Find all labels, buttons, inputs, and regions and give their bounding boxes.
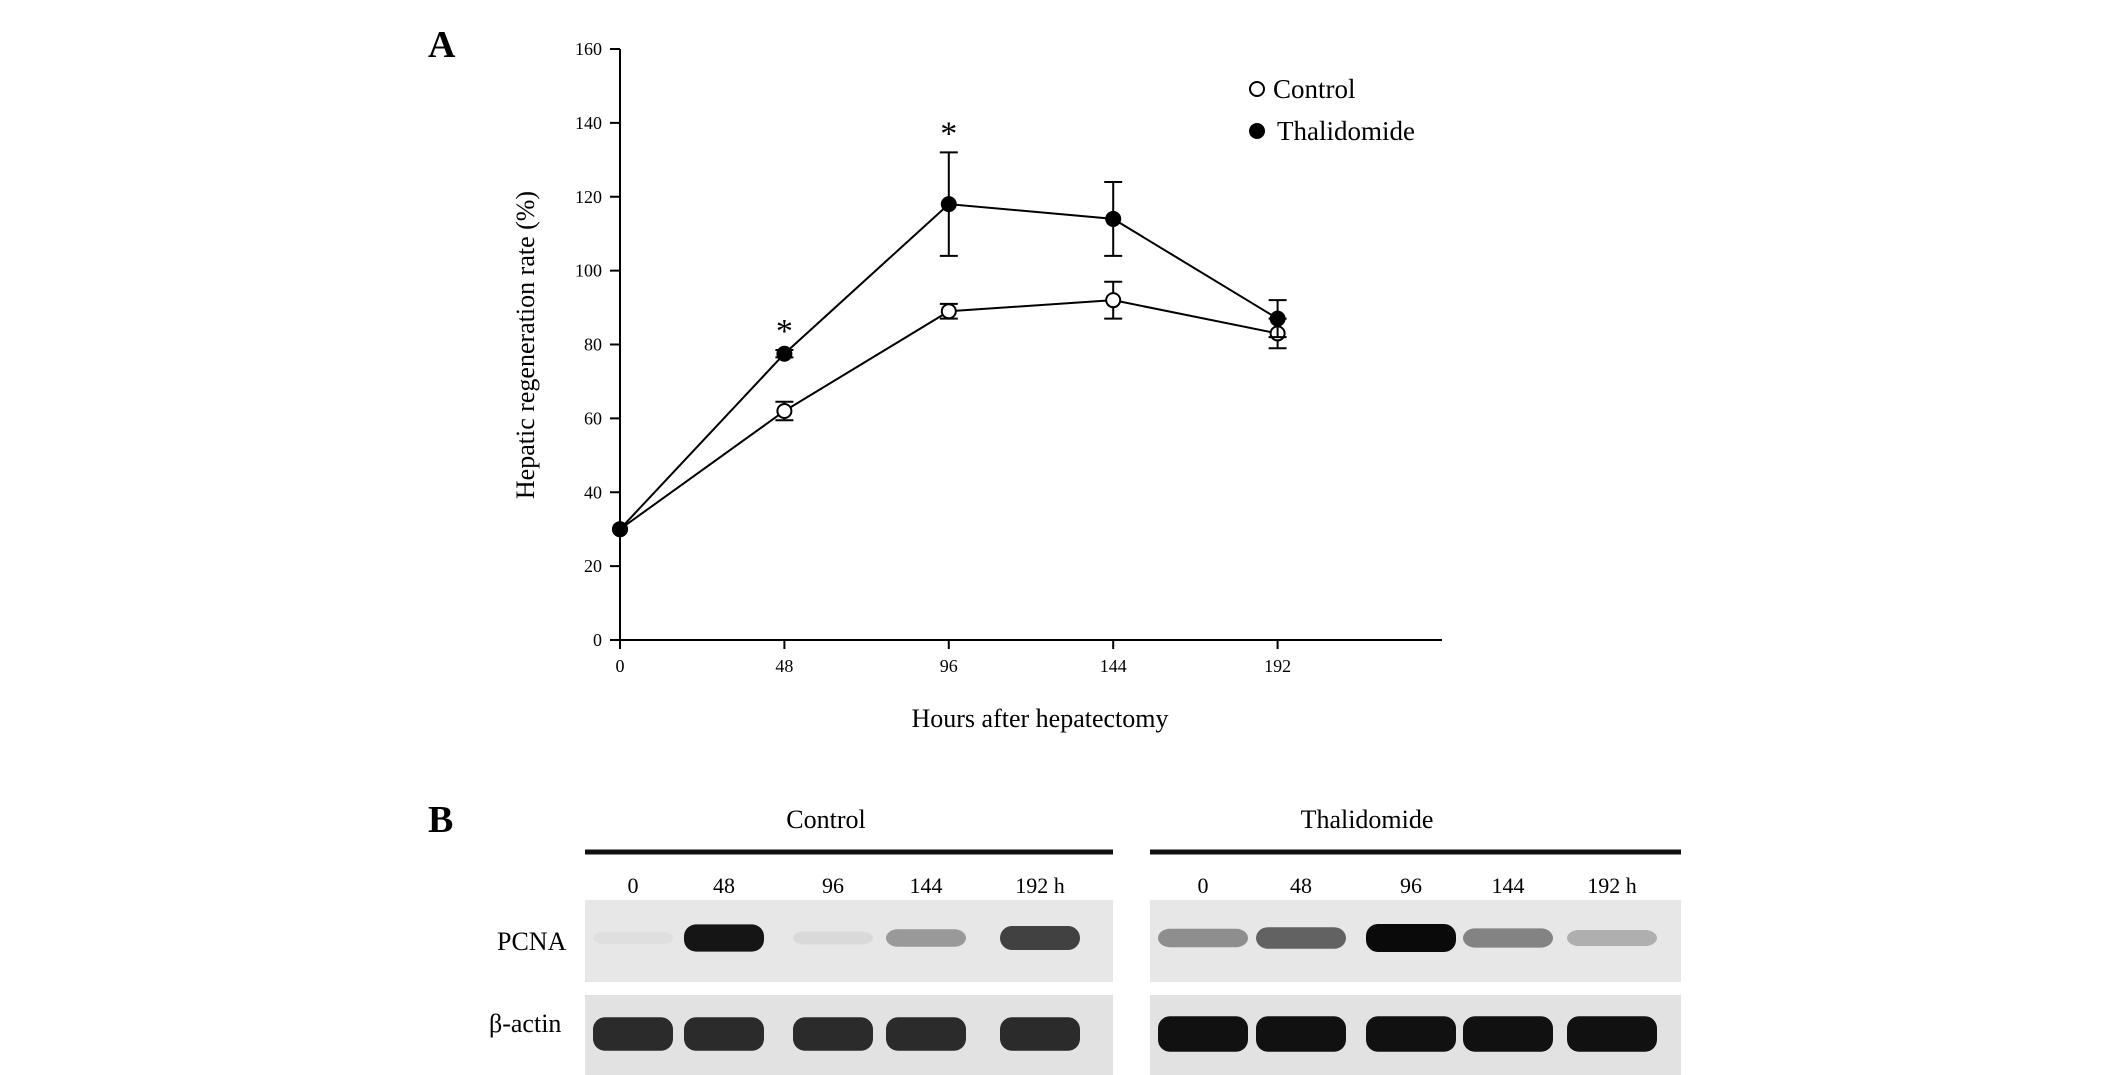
lane-label-control-4: 192 h	[1015, 873, 1065, 898]
western-blot: Control 0 48 96 144 192 h Thalidomide 0 48 96 1…	[489, 805, 1681, 1075]
y-tick-label-5: 100	[575, 261, 602, 281]
actin-band-control-3	[886, 1017, 966, 1051]
y-tick-label-4: 80	[584, 335, 602, 355]
x-tick-label-0: 0	[616, 656, 625, 676]
actin-band-thalidomide-2	[1366, 1016, 1456, 1052]
legend-label-control: Control	[1273, 74, 1356, 104]
blot-title-control: Control	[786, 805, 865, 834]
series-line-control	[619, 299, 1278, 530]
data-point-control-2	[940, 303, 957, 320]
series-control	[612, 280, 1287, 538]
data-point-control-3	[1105, 292, 1122, 309]
pcna-band-thalidomide-4	[1567, 930, 1657, 946]
pcna-bands-thalidomide	[1158, 924, 1657, 952]
row-label-actin: β-actin	[489, 1009, 561, 1038]
series-layer	[612, 151, 1287, 538]
pcna-band-control-3	[886, 929, 966, 947]
actin-band-control-1	[684, 1017, 764, 1051]
y-tick-label-8: 160	[575, 39, 602, 59]
y-tick-label-3: 60	[584, 408, 602, 428]
pcna-band-thalidomide-2	[1366, 924, 1456, 952]
actin-band-control-0	[593, 1017, 673, 1051]
legend-label-thalidomide: Thalidomide	[1277, 116, 1415, 146]
actin-band-control-4	[1000, 1017, 1080, 1051]
significance-marker-1: *	[940, 115, 957, 152]
lane-label-thalidomide-0: 0	[1198, 873, 1209, 898]
legend-marker-control	[1249, 81, 1265, 97]
lane-label-control-3: 144	[910, 873, 943, 898]
pcna-bands-control	[593, 924, 1080, 952]
blot-group-thalidomide: Thalidomide 0 48 96 144 192 h	[1150, 805, 1681, 1075]
x-axis-ticks: 0 48 96 144 192	[616, 640, 1291, 676]
y-tick-label-2: 40	[584, 482, 602, 502]
lane-label-control-1: 48	[713, 873, 735, 898]
lane-label-thalidomide-4: 192 h	[1587, 873, 1637, 898]
actin-band-thalidomide-3	[1463, 1016, 1553, 1052]
x-tick-label-2: 96	[940, 656, 958, 676]
y-axis-ticks: 0 20 40 60 80 100 120 140 160	[575, 39, 620, 650]
actin-band-thalidomide-0	[1158, 1016, 1248, 1052]
x-tick-label-1: 48	[775, 656, 793, 676]
x-tick-label-3: 144	[1100, 656, 1127, 676]
y-tick-label-7: 140	[575, 113, 602, 133]
pcna-band-control-0	[593, 931, 673, 945]
significance-markers: **	[776, 115, 957, 350]
actin-bands-thalidomide	[1158, 1016, 1657, 1052]
data-point-thalidomide-4	[1269, 310, 1286, 327]
pcna-band-thalidomide-0	[1158, 928, 1248, 948]
x-tick-label-4: 192	[1264, 656, 1291, 676]
lane-label-thalidomide-2: 96	[1400, 873, 1422, 898]
y-axis-title: Hepatic regeneration rate (%)	[511, 191, 540, 499]
lane-label-control-2: 96	[822, 873, 844, 898]
data-point-thalidomide-3	[1105, 210, 1122, 227]
lane-label-control-0: 0	[628, 873, 639, 898]
y-tick-label-1: 20	[584, 556, 602, 576]
significance-marker-0: *	[776, 313, 793, 350]
actin-band-thalidomide-4	[1567, 1016, 1657, 1052]
pcna-band-thalidomide-3	[1463, 928, 1553, 948]
pcna-band-control-4	[1000, 926, 1080, 950]
legend: Control Thalidomide	[1249, 74, 1415, 146]
pcna-band-control-1	[684, 924, 764, 952]
blot-title-thalidomide: Thalidomide	[1301, 805, 1434, 834]
lane-labels-control: 0 48 96 144 192 h	[628, 873, 1065, 898]
actin-bands-control	[593, 1017, 1080, 1051]
lane-label-thalidomide-3: 144	[1492, 873, 1525, 898]
actin-band-thalidomide-1	[1256, 1016, 1346, 1052]
data-point-thalidomide-1	[776, 345, 793, 362]
panel-a-label: A	[428, 24, 456, 66]
lane-label-thalidomide-1: 48	[1290, 873, 1312, 898]
x-axis-title: Hours after hepatectomy	[911, 704, 1168, 733]
panel-b-label: B	[428, 799, 453, 841]
blot-group-control: Control 0 48 96 144 192 h	[585, 805, 1113, 1075]
series-thalidomide	[612, 151, 1287, 538]
data-point-control-1	[776, 402, 793, 419]
data-point-thalidomide-2	[940, 196, 957, 213]
y-tick-label-6: 120	[575, 187, 602, 207]
data-point-thalidomide-0	[612, 521, 628, 538]
y-tick-label-0: 0	[593, 630, 602, 650]
pcna-band-thalidomide-1	[1256, 927, 1346, 949]
row-label-pcna: PCNA	[497, 927, 567, 956]
legend-marker-thalidomide	[1249, 123, 1265, 139]
lane-labels-thalidomide: 0 48 96 144 192 h	[1198, 873, 1637, 898]
actin-band-control-2	[793, 1017, 873, 1051]
pcna-band-control-2	[793, 931, 873, 945]
